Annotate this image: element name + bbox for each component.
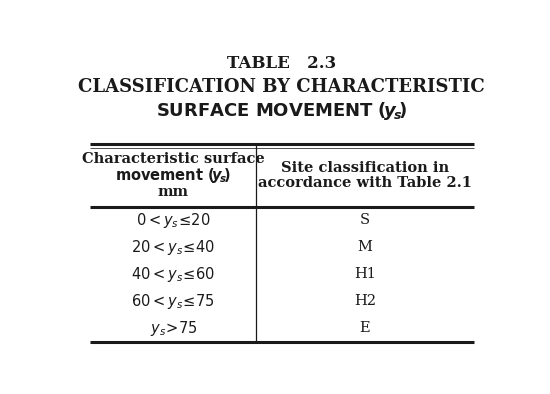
Text: M: M [358,240,372,254]
Text: $20 < \mathit{y}_{\mathit{s}} \!\leq\! 40$: $20 < \mathit{y}_{\mathit{s}} \!\leq\! 4… [131,238,215,256]
Text: $0 < \mathit{y}_{\mathit{s}} \!\leq\! 20$: $0 < \mathit{y}_{\mathit{s}} \!\leq\! 20… [136,210,211,230]
Text: mm: mm [158,185,189,199]
Text: $\mathbf{movement\ (}\!\boldsymbol{y}_{\!\boldsymbol{s}}\!\mathbf{)}$: $\mathbf{movement\ (}\!\boldsymbol{y}_{\… [115,166,231,185]
Text: $60 < \mathit{y}_{\mathit{s}} \!\leq\! 75$: $60 < \mathit{y}_{\mathit{s}} \!\leq\! 7… [131,292,215,310]
Text: S: S [360,213,370,227]
Text: $\mathit{y}_{\mathit{s}} \!>\! 75$: $\mathit{y}_{\mathit{s}} \!>\! 75$ [150,319,197,338]
Text: CLASSIFICATION BY CHARACTERISTIC: CLASSIFICATION BY CHARACTERISTIC [79,78,485,96]
Text: E: E [360,321,370,335]
Text: accordance with Table 2.1: accordance with Table 2.1 [258,176,472,190]
Text: TABLE   2.3: TABLE 2.3 [227,55,337,72]
Text: Characteristic surface: Characteristic surface [82,152,265,166]
Text: $40 < \mathit{y}_{\mathit{s}} \!\leq\! 60$: $40 < \mathit{y}_{\mathit{s}} \!\leq\! 6… [131,264,215,284]
Text: H2: H2 [354,294,376,308]
Text: $\mathbf{SURFACE\ MOVEMENT\ (}\!\boldsymbol{y}_{\!\boldsymbol{s}}\!\mathbf{)}$: $\mathbf{SURFACE\ MOVEMENT\ (}\!\boldsym… [156,100,408,123]
Text: H1: H1 [354,267,376,281]
Text: Site classification in: Site classification in [281,161,449,175]
